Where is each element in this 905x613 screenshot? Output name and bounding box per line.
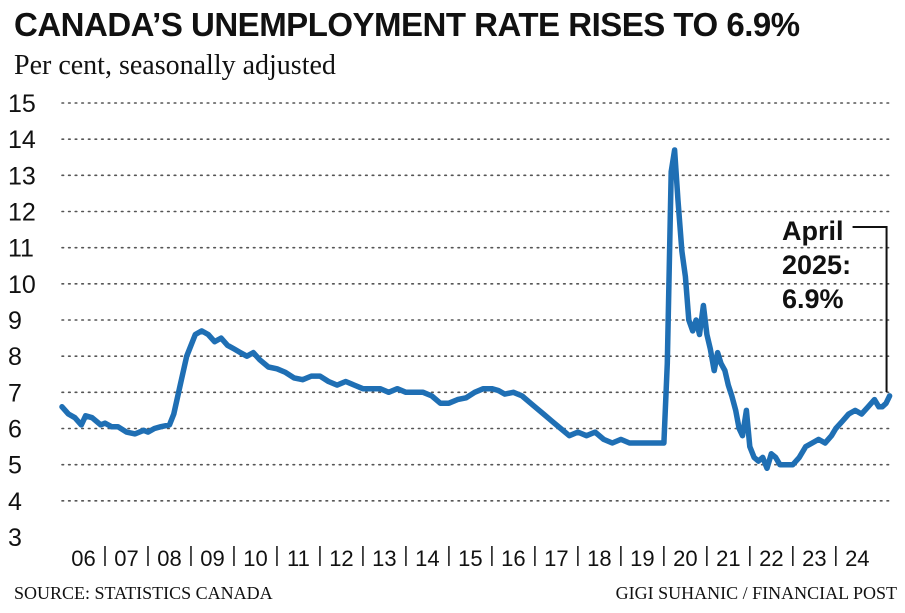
x-axis-ticks: 06 07 08 09 10 11 12 13 14 15 16 17 18 19 20 21 22 23 24: [71, 546, 870, 571]
y-tick-label: 13: [8, 162, 36, 190]
x-tick-label: 24: [845, 546, 869, 571]
x-tick-label: 17: [544, 546, 568, 571]
y-tick-label: 10: [8, 271, 36, 299]
x-tick-label: 14: [415, 546, 439, 571]
x-tick-label: 10: [243, 546, 267, 571]
y-tick-label: 8: [8, 343, 22, 371]
y-axis-ticks: 3 4 5 6 7 8 9 10 11 12 13 14 15: [8, 90, 36, 552]
annotation-leader-line: [852, 226, 888, 392]
y-tick-label: 12: [8, 199, 36, 227]
x-tick-label: 16: [501, 546, 525, 571]
annotation-text: 2025:: [782, 250, 851, 280]
unemployment-rate-line: [59, 147, 893, 472]
y-tick-label: 7: [8, 379, 22, 407]
x-tick-label: 20: [673, 546, 697, 571]
y-tick-label: 4: [8, 488, 22, 516]
x-tick-label: 23: [802, 546, 826, 571]
april-2025-annotation: April 2025: 6.9%: [782, 216, 888, 392]
x-tick-label: 22: [759, 546, 783, 571]
annotation-text: 6.9%: [782, 284, 844, 314]
credit-note: GIGI SUHANIC / FINANCIAL POST: [615, 583, 897, 603]
series-group: [59, 147, 893, 472]
y-tick-label: 9: [8, 307, 22, 335]
x-tick-label: 09: [200, 546, 224, 571]
y-tick-label: 5: [8, 452, 22, 480]
chart-title: CANADA’S UNEMPLOYMENT RATE RISES TO 6.9%: [14, 6, 800, 43]
y-tick-label: 11: [8, 235, 34, 263]
x-tick-label: 08: [157, 546, 181, 571]
y-tick-label: 3: [8, 524, 22, 552]
x-tick-label: 06: [71, 546, 95, 571]
chart-subtitle: Per cent, seasonally adjusted: [14, 50, 336, 81]
gridlines: [61, 102, 894, 502]
x-tick-label: 19: [630, 546, 654, 571]
source-note: SOURCE: STATISTICS CANADA: [14, 583, 273, 603]
x-tick-label: 12: [329, 546, 353, 571]
y-tick-label: 6: [8, 416, 22, 444]
x-tick-label: 13: [372, 546, 396, 571]
x-tick-label: 15: [458, 546, 482, 571]
y-tick-label: 15: [8, 90, 36, 118]
x-tick-label: 18: [587, 546, 611, 571]
x-tick-label: 07: [114, 546, 138, 571]
y-tick-label: 14: [8, 126, 36, 154]
x-tick-label: 21: [716, 546, 740, 571]
x-tick-label: 11: [287, 546, 310, 571]
annotation-text: April: [782, 216, 844, 246]
